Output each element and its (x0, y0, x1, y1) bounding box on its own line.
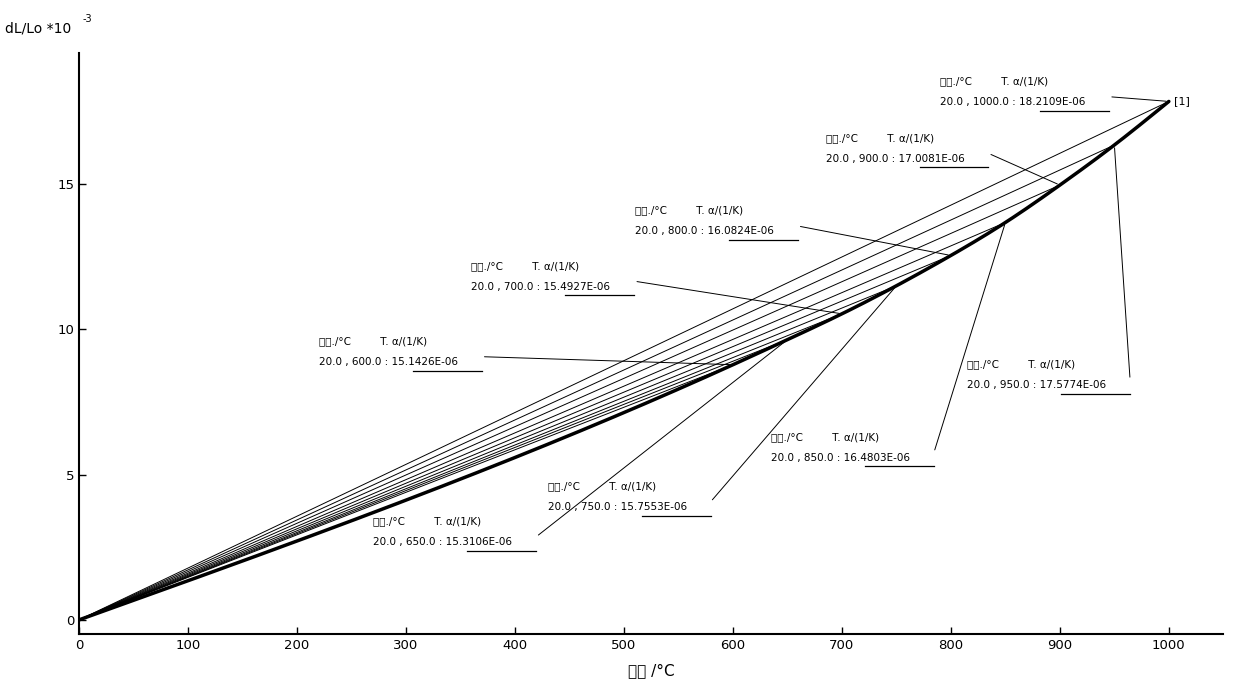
Text: 20.0 , 600.0 : 15.1426E-06: 20.0 , 600.0 : 15.1426E-06 (319, 357, 458, 367)
X-axis label: 温度 /°C: 温度 /°C (627, 663, 675, 678)
Text: [1]: [1] (1174, 97, 1190, 106)
Text: 20.0 , 850.0 : 16.4803E-06: 20.0 , 850.0 : 16.4803E-06 (771, 453, 910, 463)
Text: 20.0 , 700.0 : 15.4927E-06: 20.0 , 700.0 : 15.4927E-06 (471, 281, 610, 292)
Text: 20.0 , 750.0 : 15.7553E-06: 20.0 , 750.0 : 15.7553E-06 (548, 502, 687, 512)
Text: 温度./°C         T. α/(1/K): 温度./°C T. α/(1/K) (319, 336, 427, 346)
Text: 20.0 , 800.0 : 16.0824E-06: 20.0 , 800.0 : 16.0824E-06 (635, 227, 774, 236)
Text: 20.0 , 950.0 : 17.5774E-06: 20.0 , 950.0 : 17.5774E-06 (967, 380, 1106, 391)
Text: -3: -3 (83, 15, 92, 24)
Text: 温度./°C         T. α/(1/K): 温度./°C T. α/(1/K) (940, 76, 1048, 86)
Text: 20.0 , 900.0 : 17.0081E-06: 20.0 , 900.0 : 17.0081E-06 (826, 154, 965, 164)
Text: 温度./°C         T. α/(1/K): 温度./°C T. α/(1/K) (826, 133, 934, 143)
Text: 20.0 , 1000.0 : 18.2109E-06: 20.0 , 1000.0 : 18.2109E-06 (940, 97, 1085, 107)
Text: 温度./°C         T. α/(1/K): 温度./°C T. α/(1/K) (548, 482, 656, 491)
Text: 温度./°C         T. α/(1/K): 温度./°C T. α/(1/K) (967, 359, 1075, 370)
Text: dL/Lo *10: dL/Lo *10 (5, 22, 71, 36)
Text: 温度./°C         T. α/(1/K): 温度./°C T. α/(1/K) (635, 206, 743, 215)
Text: 温度./°C         T. α/(1/K): 温度./°C T. α/(1/K) (471, 261, 579, 270)
Text: 温度./°C         T. α/(1/K): 温度./°C T. α/(1/K) (373, 516, 481, 526)
Text: 20.0 , 650.0 : 15.3106E-06: 20.0 , 650.0 : 15.3106E-06 (373, 537, 512, 547)
Text: 温度./°C         T. α/(1/K): 温度./°C T. α/(1/K) (771, 432, 879, 442)
